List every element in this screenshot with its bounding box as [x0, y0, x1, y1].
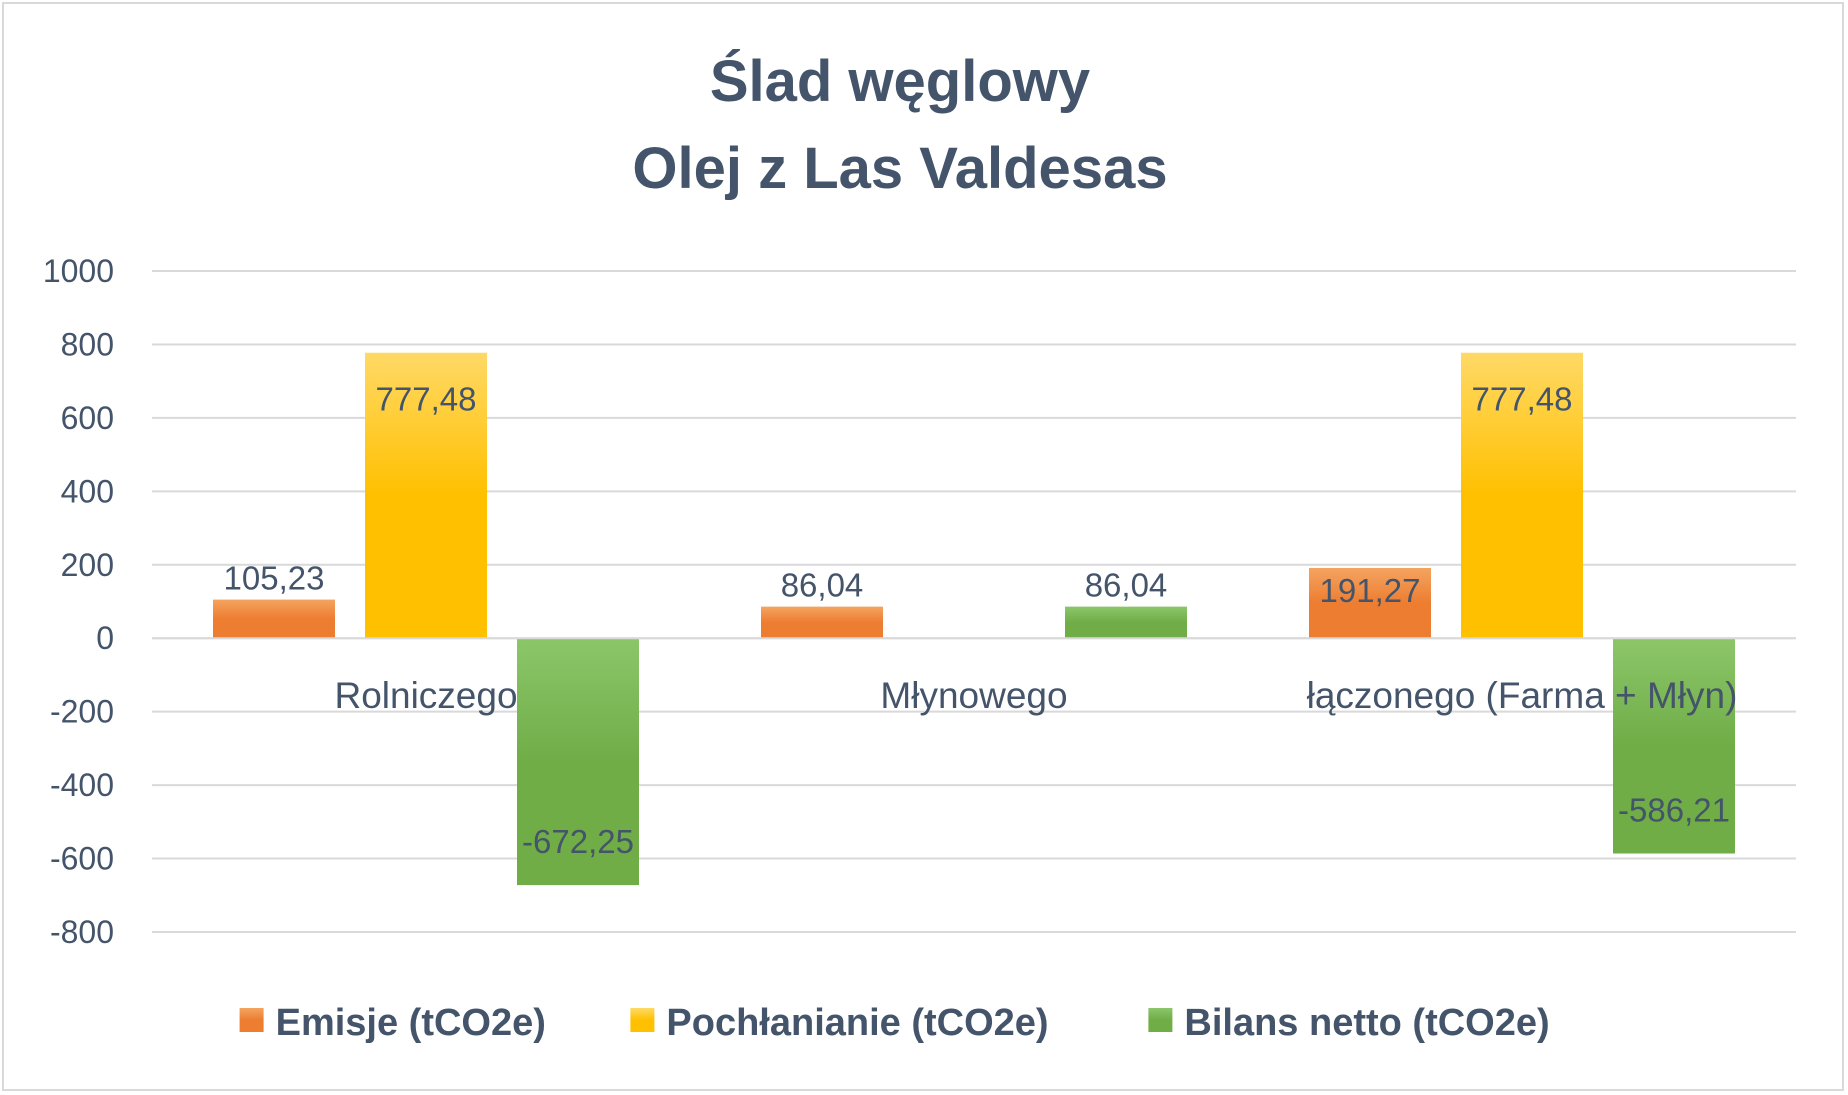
bar: [1613, 638, 1735, 854]
y-tick-label: 0: [96, 620, 114, 656]
bar: [761, 606, 883, 639]
y-tick-label: 600: [61, 400, 114, 436]
y-tick-label: -800: [50, 914, 114, 950]
bar: [213, 599, 335, 639]
data-label: 105,23: [224, 560, 325, 597]
bar: [365, 352, 487, 639]
bars: [152, 352, 1796, 886]
y-tick-label: -600: [50, 841, 114, 877]
category-label: Rolniczego: [334, 675, 517, 716]
bar: [1065, 606, 1187, 639]
y-tick-label: 400: [61, 473, 114, 509]
data-label: -586,21: [1618, 791, 1730, 828]
category-label: Młynowego: [880, 675, 1067, 716]
bar: [517, 638, 639, 886]
data-label: -672,25: [522, 823, 634, 860]
category-label: łączonego (Farma + Młyn): [1307, 675, 1738, 716]
y-tick-label: 1000: [43, 253, 114, 289]
legend-swatch: [239, 1008, 264, 1032]
chart-title-line-2: Olej z Las Valdesas: [632, 136, 1167, 201]
legend-label: Pochłanianie (tCO2e): [666, 1002, 1048, 1044]
bar: [1461, 352, 1583, 639]
legend-label: Emisje (tCO2e): [276, 1002, 546, 1044]
data-labels: 105,23 777,48 -672,25 86,04 86,04 191,27 777,4…: [224, 381, 1730, 860]
y-axis-tick-labels: 1000 800 600 400 200 0 -200 -400 -600 -800: [43, 253, 114, 950]
data-label: 86,04: [1085, 567, 1168, 604]
data-label: 777,48: [376, 381, 477, 418]
y-tick-label: 200: [61, 547, 114, 583]
y-tick-label: -200: [50, 694, 114, 730]
bar: [1309, 567, 1431, 639]
data-label: 86,04: [781, 567, 864, 604]
y-tick-label: -400: [50, 767, 114, 803]
data-label: 191,27: [1320, 572, 1421, 609]
legend: Emisje (tCO2e) Pochłanianie (tCO2e) Bilans…: [239, 1002, 1550, 1044]
chart-title-line-1: Ślad węglowy: [710, 49, 1090, 114]
legend-label: Bilans netto (tCO2e): [1184, 1002, 1549, 1044]
category-labels: Rolniczego Młynowego łączonego (Farma + Mł…: [334, 675, 1737, 716]
legend-swatch: [1148, 1008, 1173, 1032]
legend-swatch: [630, 1008, 655, 1032]
y-tick-label: 800: [61, 326, 114, 362]
data-label: 777,48: [1472, 381, 1573, 418]
